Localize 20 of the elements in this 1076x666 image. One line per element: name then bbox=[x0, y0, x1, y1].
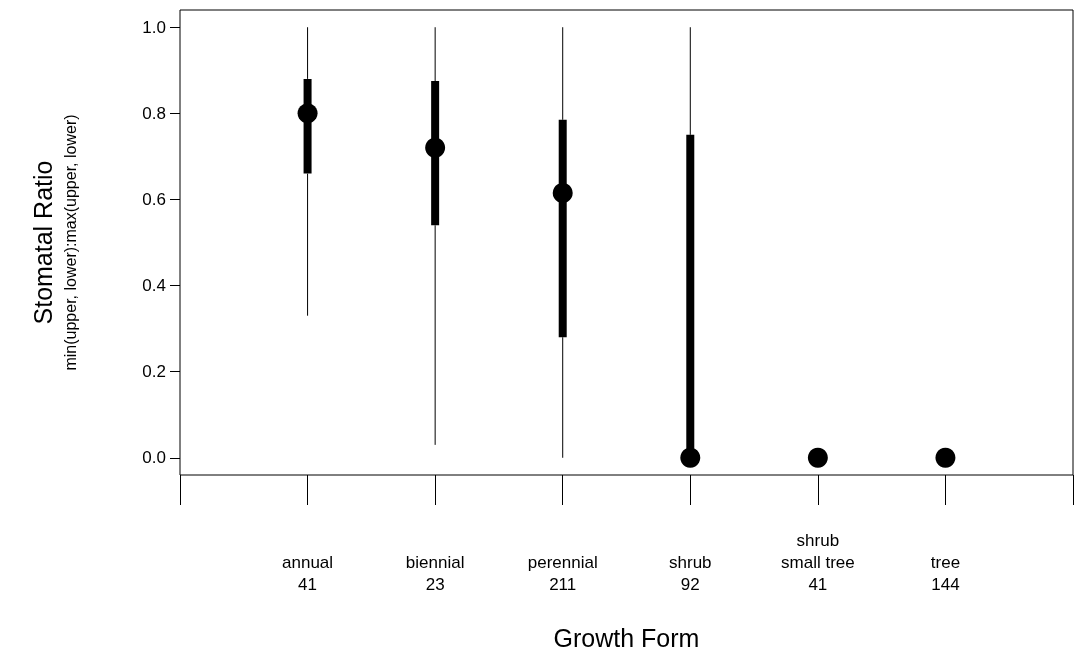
point bbox=[807, 447, 828, 468]
x-tick-label: perennial 211 bbox=[527, 552, 598, 594]
y-axis-title: Stomatal Ratio min(upper, lower):max(upper, lower) bbox=[29, 114, 79, 371]
point bbox=[935, 447, 956, 468]
x-tick-label: tree 144 bbox=[930, 552, 961, 594]
y-tick-label: 0.8 bbox=[142, 103, 166, 123]
y-tick-label: 0.0 bbox=[142, 448, 166, 468]
point bbox=[425, 137, 446, 158]
y-tick-label: 0.6 bbox=[142, 189, 166, 209]
x-tick-label: biennial 23 bbox=[405, 552, 465, 594]
point bbox=[552, 182, 573, 203]
y-tick-label: 0.2 bbox=[142, 362, 166, 382]
y-tick-label: 1.0 bbox=[142, 17, 166, 37]
point bbox=[680, 447, 701, 468]
x-tick-label: shrub small tree 41 bbox=[781, 530, 855, 594]
x-tick-label: shrub 92 bbox=[669, 552, 712, 594]
x-tick-label: annual 41 bbox=[282, 552, 334, 594]
x-axis-title: Growth Form bbox=[553, 623, 700, 652]
y-tick-label: 0.4 bbox=[142, 276, 166, 296]
point bbox=[297, 103, 318, 124]
